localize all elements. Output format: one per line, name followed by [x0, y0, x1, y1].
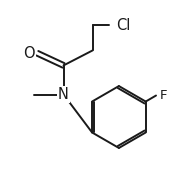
Text: O: O — [23, 46, 34, 61]
Text: Cl: Cl — [116, 18, 130, 33]
Text: F: F — [160, 89, 168, 102]
Text: N: N — [58, 87, 69, 102]
